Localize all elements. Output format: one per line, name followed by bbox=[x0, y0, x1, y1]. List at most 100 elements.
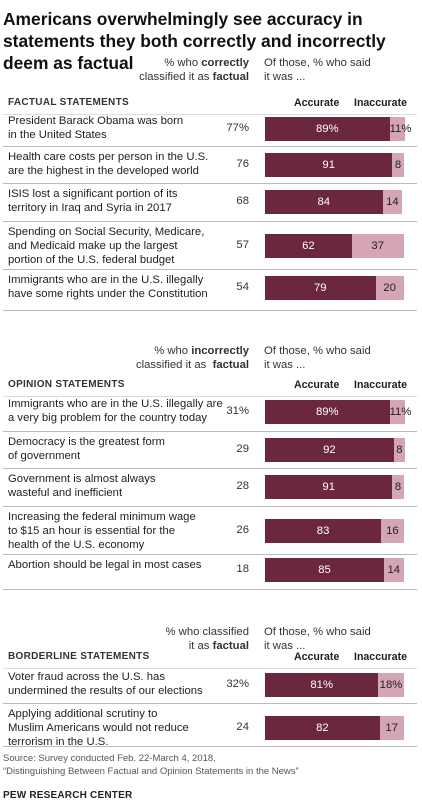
data-label-inaccurate: 14 bbox=[386, 196, 399, 208]
statement-line: Immigrants who are in the U.S. illegally bbox=[8, 274, 204, 286]
table-row: Health care costs per person in the U.S.… bbox=[0, 150, 422, 180]
header-left-line1: % who incorrectly bbox=[136, 344, 249, 358]
section-label: OPINION STATEMENTS bbox=[8, 379, 125, 390]
statement-line: Applying additional scrutiny to bbox=[8, 708, 158, 720]
data-label-inaccurate: 8 bbox=[394, 481, 402, 493]
data-label-accurate: 84 bbox=[317, 196, 331, 208]
statement-line: ISIS lost a significant portion of its bbox=[8, 188, 178, 200]
stacked-bar: 91 8 bbox=[265, 153, 405, 177]
percent-classified: 24 bbox=[236, 721, 249, 733]
statement-line: terrorism in the U.S. bbox=[8, 736, 109, 748]
bar-segment-inaccurate bbox=[393, 438, 405, 462]
statement-text: Abortion should be legal in most cases bbox=[8, 558, 248, 572]
header-text: classified it as bbox=[139, 71, 213, 83]
statement-line: health of the U.S. economy bbox=[8, 539, 145, 551]
bar-segment-accurate bbox=[265, 716, 380, 740]
stacked-bar: 62 37 bbox=[265, 234, 405, 258]
stacked-bar: 85 14 bbox=[265, 558, 405, 582]
table-row: Increasing the federal minimum wage to $1… bbox=[0, 510, 422, 552]
stacked-bar: 89% 11% bbox=[265, 117, 412, 141]
brand-logo-text: PEW RESEARCH CENTER bbox=[3, 790, 133, 801]
row-divider bbox=[3, 183, 417, 184]
data-label-inaccurate: 8 bbox=[396, 444, 403, 456]
table-row: Government is almost always wasteful and … bbox=[0, 472, 422, 502]
table-row: Immigrants who are in the U.S. illegally… bbox=[0, 273, 422, 303]
stacked-bar: 82 17 bbox=[265, 716, 405, 740]
statement-line: territory in Iraq and Syria in 2017 bbox=[8, 202, 172, 214]
statement-line: Government is almost always bbox=[8, 473, 156, 485]
source-note: Source: Survey conducted Feb. 22-March 4… bbox=[3, 753, 216, 764]
row-divider bbox=[3, 221, 417, 222]
percent-classified: 29 bbox=[236, 443, 249, 455]
bar-segment-accurate bbox=[265, 673, 379, 697]
statement-text: Voter fraud across the U.S. has undermine… bbox=[8, 670, 248, 698]
statement-line: have some rights under the Constitution bbox=[8, 288, 208, 300]
stacked-bar: 89% 11% bbox=[265, 400, 411, 424]
data-label-inaccurate: 11% bbox=[389, 123, 412, 135]
table-row: ISIS lost a significant portion of its te… bbox=[0, 187, 422, 217]
bar-segment-inaccurate bbox=[378, 673, 404, 697]
statement-text: Immigrants who are in the U.S. illegally… bbox=[8, 273, 248, 301]
statement-text: Increasing the federal minimum wage to $1… bbox=[8, 510, 248, 552]
bar-segment-inaccurate bbox=[381, 519, 404, 543]
statement-text: Government is almost always wasteful and … bbox=[8, 472, 248, 500]
row-divider bbox=[3, 310, 417, 311]
data-label-accurate: 91 bbox=[322, 481, 335, 493]
percent-classified: 77% bbox=[226, 122, 249, 134]
row-divider bbox=[3, 746, 417, 747]
data-label-accurate: 89% bbox=[315, 406, 339, 418]
bar-segment-accurate bbox=[265, 234, 352, 258]
statement-section: % who correctly classified it as factual O… bbox=[0, 56, 422, 109]
statement-line: to $15 an hour is essential for the bbox=[8, 525, 176, 537]
statement-line: portion of the U.S. federal budget bbox=[8, 254, 175, 266]
statement-section: % who classified it as factual Of those, %… bbox=[0, 625, 422, 663]
column-header-accurate: Accurate bbox=[294, 97, 340, 109]
statement-line: Immigrants who are in the U.S. illegally… bbox=[8, 398, 223, 410]
data-label-inaccurate: 20 bbox=[383, 282, 396, 294]
bar-segment-inaccurate bbox=[392, 475, 404, 499]
data-label-accurate: 89% bbox=[315, 123, 339, 135]
header-right-line: Of those, % who said bbox=[264, 345, 371, 357]
header-left-line1: % who classified bbox=[165, 625, 249, 639]
bar-segment-inaccurate bbox=[351, 234, 404, 258]
data-label-accurate: 83 bbox=[316, 525, 330, 537]
stacked-bar: 92 8 bbox=[265, 438, 405, 462]
row-divider bbox=[3, 589, 417, 590]
stacked-bar: 79 20 bbox=[265, 276, 405, 300]
bar-segment-inaccurate bbox=[382, 190, 403, 214]
bar-segment-accurate bbox=[265, 153, 393, 177]
percent-classified: 54 bbox=[236, 281, 249, 293]
bar-segment-accurate bbox=[265, 276, 376, 300]
bar-segment-accurate bbox=[265, 519, 382, 543]
header-left: % who incorrectly classified it as factua… bbox=[136, 344, 249, 372]
data-label-inaccurate: 8 bbox=[394, 159, 402, 171]
bar-segment-accurate bbox=[265, 438, 394, 462]
header-left-line2: classified it as factual bbox=[136, 358, 249, 372]
table-row: Democracy is the greatest form of governm… bbox=[0, 435, 422, 465]
header-emphasis: incorrectly bbox=[191, 345, 249, 357]
section-label: FACTUAL STATEMENTS bbox=[8, 97, 129, 108]
statement-text: Applying additional scrutiny to Muslim Am… bbox=[8, 707, 248, 749]
bar-segment-accurate bbox=[265, 190, 383, 214]
data-label-inaccurate: 16 bbox=[386, 525, 399, 537]
bar-segment-inaccurate bbox=[389, 117, 405, 141]
column-header-accurate: Accurate bbox=[294, 651, 340, 663]
row-divider bbox=[3, 506, 417, 507]
percent-classified: 57 bbox=[236, 239, 249, 251]
row-divider bbox=[3, 703, 417, 704]
statement-section: % who incorrectly classified it as factua… bbox=[0, 344, 422, 391]
stacked-bar: 81% 18% bbox=[265, 673, 405, 697]
chart-title: Americans overwhelmingly see accuracy in… bbox=[3, 9, 386, 73]
bar-segment-accurate bbox=[265, 400, 390, 424]
data-label-accurate: 62 bbox=[302, 240, 315, 252]
statement-line: Voter fraud across the U.S. has bbox=[8, 671, 165, 683]
bar-segment-inaccurate bbox=[389, 400, 405, 424]
statement-text: Immigrants who are in the U.S. illegally… bbox=[8, 397, 248, 425]
statement-text: Spending on Social Security, Medicare, an… bbox=[8, 225, 248, 267]
header-emphasis: factual bbox=[212, 640, 249, 652]
header-text: % who classified bbox=[165, 626, 249, 638]
table-row: Abortion should be legal in most cases 18… bbox=[0, 558, 422, 582]
bar-segment-accurate bbox=[265, 558, 384, 582]
row-divider bbox=[3, 554, 417, 555]
header-left: % who classified it as factual bbox=[165, 625, 249, 653]
